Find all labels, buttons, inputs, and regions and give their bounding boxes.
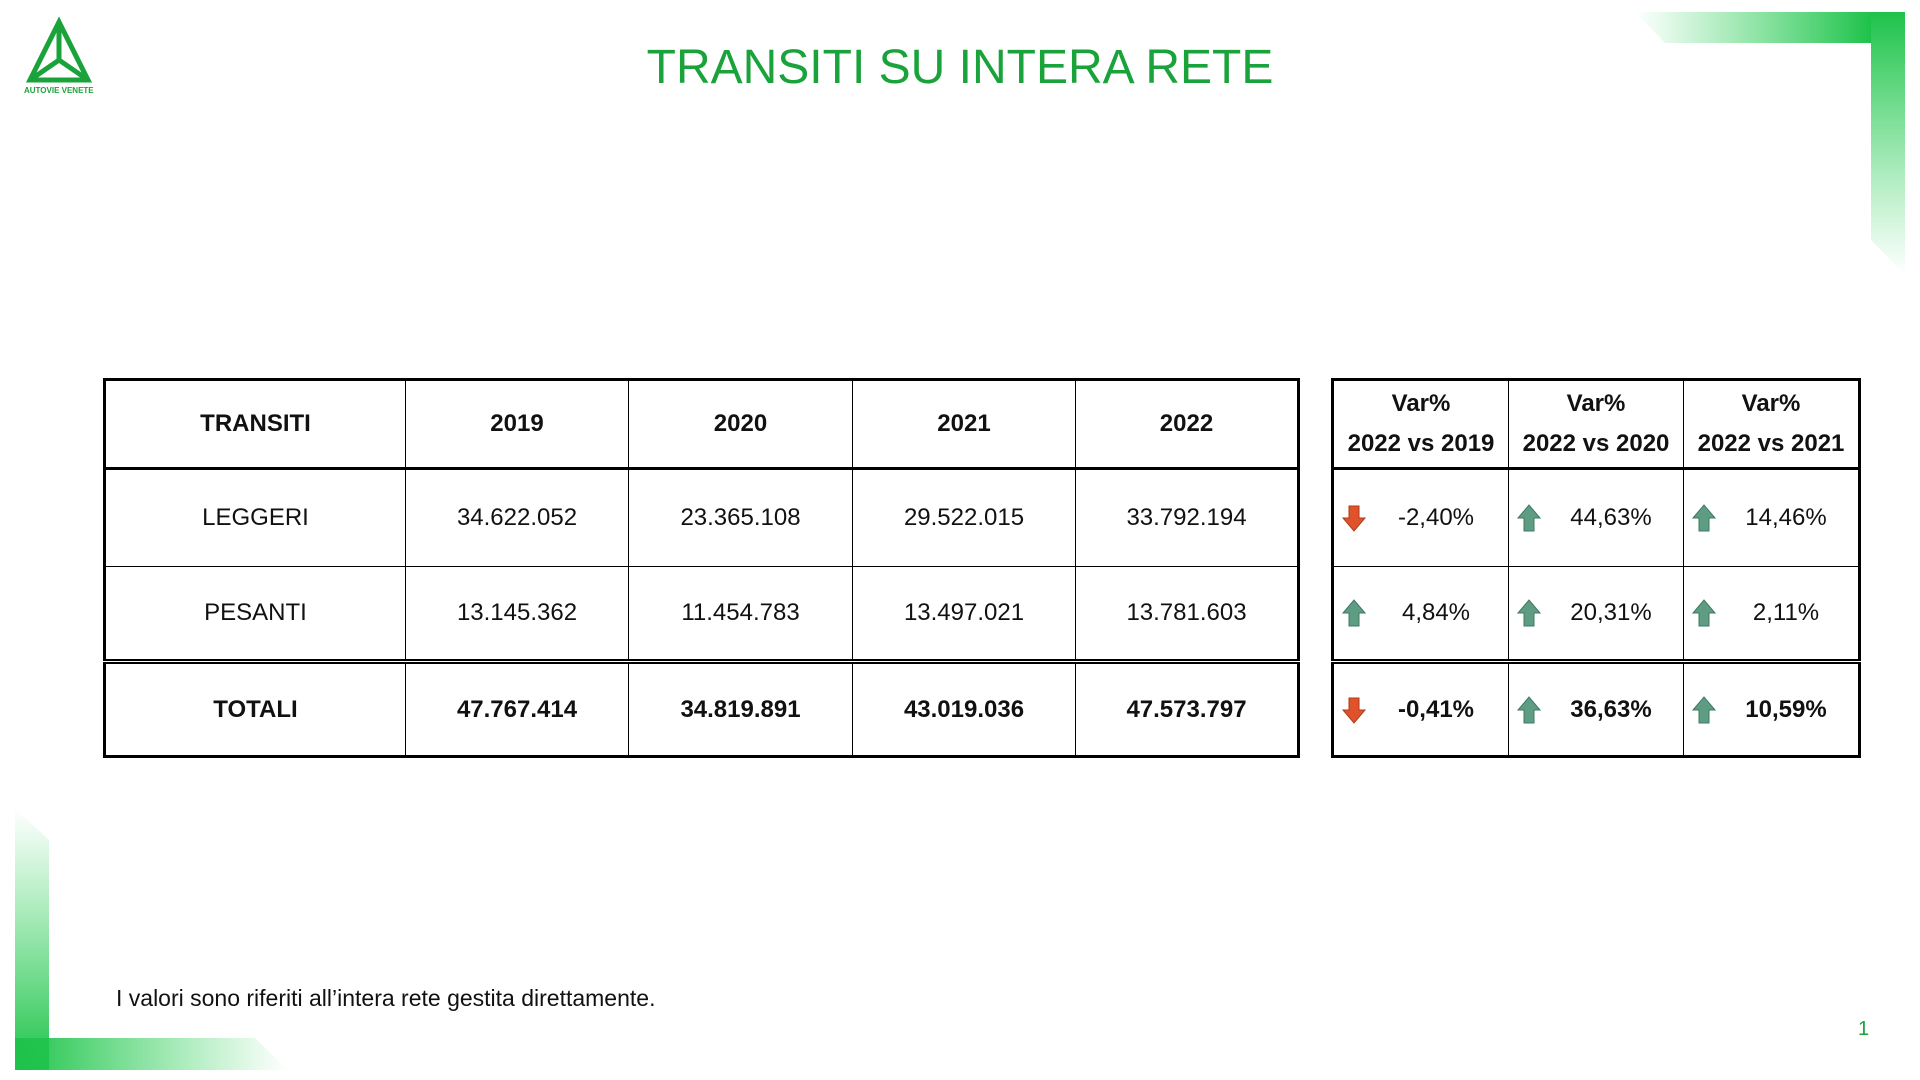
variation-value: 20,31% <box>1570 599 1652 627</box>
cell: 29.522.015 <box>852 468 1076 567</box>
cell: 13.497.021 <box>852 566 1076 662</box>
variation-table: Var% 2022 vs 2019 Var% 2022 vs 2020 Var% 2022… <box>1331 378 1861 758</box>
cell: 47.767.414 <box>405 659 629 757</box>
cell: 20,31% <box>1508 566 1684 662</box>
cell: 43.019.036 <box>852 659 1076 757</box>
cell: -2,40% <box>1332 468 1509 567</box>
arrow-up <box>1516 696 1542 724</box>
arrow-down <box>1341 505 1367 533</box>
variation-value: -0,41% <box>1397 695 1475 723</box>
cell: 4,84% <box>1332 566 1509 662</box>
cell: 47.573.797 <box>1075 659 1299 757</box>
row: -0,41% 36,63% 10,59% <box>1332 659 1860 757</box>
cell: 33.792.194 <box>1075 468 1299 567</box>
cell: 36,63% <box>1508 659 1684 757</box>
cell: 13.781.603 <box>1075 566 1299 662</box>
cell: 23.365.108 <box>628 468 853 567</box>
row: 4,84% 20,31% 2,11% <box>1332 566 1860 662</box>
header-line: Var% <box>1391 390 1451 417</box>
cell: 11.454.783 <box>628 566 853 662</box>
cell: 34.622.052 <box>405 468 629 567</box>
header-row: TRANSITI 2019 2020 2021 2022 <box>104 379 1299 470</box>
cell: TOTALI <box>104 659 406 757</box>
header-cell: 2020 <box>628 379 853 470</box>
variation-value: 4,84% <box>1401 599 1471 627</box>
variation-value: 44,63% <box>1570 504 1652 532</box>
header-cell: TRANSITI <box>104 379 406 470</box>
header-cell: Var% 2022 vs 2020 <box>1508 379 1684 470</box>
logo-text: AUTOVIE VENETE <box>24 86 94 95</box>
cell: 44,63% <box>1508 468 1684 567</box>
arrow-up <box>1516 504 1542 532</box>
transit-table: TRANSITI 2019 2020 2021 2022 LEGGERI 34.622.05… <box>103 378 1300 758</box>
row: LEGGERI 34.622.052 23.365.108 29.522.015 33.… <box>104 468 1299 567</box>
cell: 14,46% <box>1683 468 1860 567</box>
cell: 2,11% <box>1683 566 1860 662</box>
row: PESANTI 13.145.362 11.454.783 13.497.021 13.… <box>104 566 1299 662</box>
variation-value: 36,63% <box>1570 695 1652 723</box>
header-cell: Var% 2022 vs 2021 <box>1683 379 1860 470</box>
footnote: I valori sono riferiti all’intera rete g… <box>116 985 656 1011</box>
arrow-down <box>1341 697 1367 724</box>
header-cell: Var% 2022 vs 2019 <box>1332 379 1509 470</box>
header-line: Var% <box>1566 390 1626 417</box>
header-line: Var% <box>1741 390 1801 417</box>
variation-value: 2,11% <box>1752 599 1820 627</box>
header-cell: 2021 <box>852 379 1076 470</box>
header-line: 2022 vs 2020 <box>1522 430 1670 457</box>
cell: 34.819.891 <box>628 659 853 757</box>
cell: PESANTI <box>104 566 406 662</box>
arrow-up <box>1341 599 1367 627</box>
cell: 10,59% <box>1683 659 1860 757</box>
row: -2,40% 44,63% 14,46% <box>1332 468 1860 567</box>
header-line: 2022 vs 2019 <box>1347 430 1495 457</box>
arrow-up <box>1691 696 1717 724</box>
variation-value: 10,59% <box>1745 695 1827 723</box>
variation-value: 14,46% <box>1745 504 1827 532</box>
cell: 13.145.362 <box>405 566 629 662</box>
header-cell: 2022 <box>1075 379 1299 470</box>
slide-title: TRANSITI SU INTERA RETE <box>646 41 1274 94</box>
variation-value: -2,40% <box>1397 504 1475 532</box>
row: TOTALI 47.767.414 34.819.891 43.019.036 47.5… <box>104 659 1299 757</box>
page-number: 1 <box>1858 1018 1870 1040</box>
cell: -0,41% <box>1332 659 1509 757</box>
header-cell: 2019 <box>405 379 629 470</box>
arrow-up <box>1691 599 1717 627</box>
arrow-up <box>1691 504 1717 532</box>
header-row: Var% 2022 vs 2019 Var% 2022 vs 2020 Var% 2022… <box>1332 379 1860 470</box>
cell: LEGGERI <box>104 468 406 567</box>
header-line: 2022 vs 2021 <box>1697 430 1845 457</box>
arrow-up <box>1516 599 1542 627</box>
